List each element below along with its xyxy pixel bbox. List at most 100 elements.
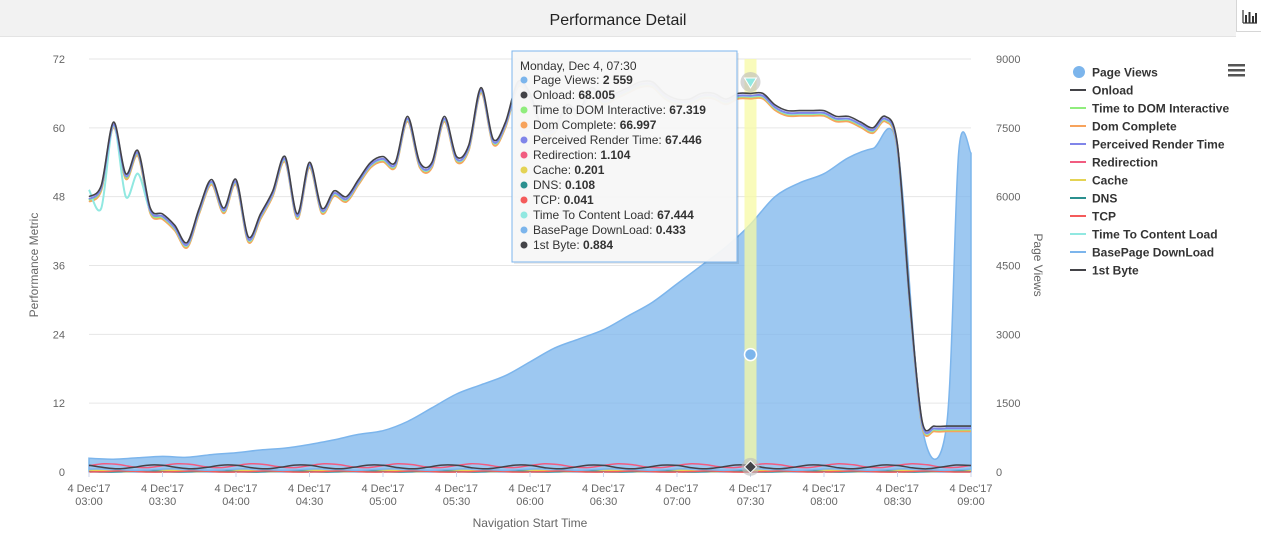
y-axis-left-title: Performance Metric [27,213,41,318]
tooltip-row-bullet [520,151,528,159]
x-tick-label: 4 Dec'17 [435,483,478,495]
series-basepage-download-line [88,467,972,472]
tooltip-row: TCP: 0.041 [533,193,594,207]
tooltip-row-bullet [520,196,528,204]
tooltip-row: DNS: 0.108 [533,178,595,192]
tooltip-row-label: BasePage DownLoad: [533,223,656,237]
x-tick-label: 4 Dec'17 [141,483,184,495]
tooltip-row-value: 2 559 [603,73,633,87]
x-tick-label: 4 Dec'17 [876,483,919,495]
tooltip-row-label: Onload: [533,88,578,102]
x-tick-label: 03:00 [75,496,103,508]
tooltip-row-label: 1st Byte: [533,238,583,252]
legend-item-basepage-download[interactable]: BasePage DownLoad [1092,246,1214,260]
x-tick-label: 07:00 [663,496,691,508]
legend-item-time-to-dom-interactive[interactable]: Time to DOM Interactive [1092,102,1229,116]
tooltip-row-value: 0.201 [574,163,604,177]
legend-item-dom-complete[interactable]: Dom Complete [1092,120,1177,134]
x-tick-label: 05:00 [369,496,397,508]
x-tick-label: 4 Dec'17 [288,483,331,495]
y-left-tick-label: 60 [53,123,65,135]
tooltip-row-value: 67.444 [657,208,694,222]
y-left-tick-label: 72 [53,54,65,66]
tooltip-row-value: 67.446 [665,133,702,147]
tooltip-row: 1st Byte: 0.884 [533,238,613,252]
tooltip-row-label: Redirection: [533,148,600,162]
hover-marker-diamond [743,460,758,474]
x-tick-label: 09:00 [957,496,985,508]
tooltip-row-label: Perceived Render Time: [533,133,665,147]
legend-item-onload[interactable]: Onload [1092,84,1133,98]
x-tick-label: 4 Dec'17 [214,483,257,495]
hover-highlight-band [744,59,757,472]
x-tick-label: 4 Dec'17 [729,483,772,495]
legend-item-dns[interactable]: DNS [1092,192,1117,206]
x-tick-label: 08:00 [810,496,838,508]
y-right-tick-label: 4500 [996,261,1020,273]
legend-symbol-page-views [1073,66,1085,78]
tooltip-row-value: 0.108 [565,178,595,192]
legend-item-time-to-content-load[interactable]: Time To Content Load [1092,228,1218,242]
y-left-tick-label: 12 [53,398,65,410]
bar-chart-icon-glyph [1242,10,1257,24]
x-tick-label: 04:30 [296,496,324,508]
x-tick-label: 4 Dec'17 [508,483,551,495]
tooltip-row: Perceived Render Time: 67.446 [533,133,702,147]
bar-chart-icon[interactable] [1236,0,1261,32]
tooltip-row-bullet [520,91,528,99]
series-cache-line [88,469,972,473]
x-tick-label: 06:00 [516,496,544,508]
menu-icon[interactable] [1228,64,1245,77]
x-tick-label: 06:30 [590,496,618,508]
y-right-tick-label: 3000 [996,329,1020,341]
tooltip-row: Redirection: 1.104 [533,148,631,162]
tooltip-row-bullet [520,181,528,189]
tooltip-row-bullet [520,166,528,174]
x-tick-label: 4 Dec'17 [949,483,992,495]
legend-item-1st-byte[interactable]: 1st Byte [1092,264,1139,278]
x-axis-title: Navigation Start Time [473,516,588,530]
legend-item-tcp[interactable]: TCP [1092,210,1116,224]
tooltip-row-bullet [520,106,528,114]
legend-item-redirection[interactable]: Redirection [1092,156,1158,170]
x-tick-label: 4 Dec'17 [655,483,698,495]
y-axis-right-title: Page Views [1031,233,1045,296]
y-left-tick-label: 48 [53,192,65,204]
y-left-tick-label: 36 [53,261,65,273]
tooltip-row-bullet [520,241,528,249]
legend-item-cache[interactable]: Cache [1092,174,1128,188]
y-right-tick-label: 0 [996,467,1002,479]
tooltip-row-label: Time to DOM Interactive: [533,103,669,117]
y-right-tick-label: 1500 [996,398,1020,410]
tooltip-row-label: TCP: [533,193,564,207]
tooltip-row-label: Cache: [533,163,574,177]
series-1st-byte-line [88,464,972,470]
y-right-tick-label: 6000 [996,192,1020,204]
tooltip-row-bullet [520,76,528,84]
tooltip-row-label: DNS: [533,178,565,192]
x-tick-label: 05:30 [443,496,471,508]
x-tick-label: 4 Dec'17 [582,483,625,495]
tooltip-row: Time To Content Load: 67.444 [533,208,694,222]
hover-marker-page-views [743,347,758,362]
x-tick-label: 03:30 [149,496,177,508]
tooltip-row-value: 68.005 [578,88,615,102]
hover-markers [740,71,761,476]
tooltip-row-value: 0.041 [564,193,594,207]
legend-item-perceived-render-time[interactable]: Perceived Render Time [1092,138,1225,152]
x-tick-label: 08:30 [884,496,912,508]
tooltip-row: Page Views: 2 559 [533,73,633,87]
chart-header: Performance Detail [0,0,1236,37]
tooltip-row: Time to DOM Interactive: 67.319 [533,103,706,117]
x-tick-label: 4 Dec'17 [67,483,110,495]
legend-item-page-views[interactable]: Page Views [1092,66,1158,80]
x-tick-label: 04:00 [222,496,250,508]
tooltip-header: Monday, Dec 4, 07:30 [520,59,637,73]
tooltip-row-bullet [520,121,528,129]
tooltip-row-value: 66.997 [620,118,657,132]
tooltip-row-value: 0.433 [656,223,686,237]
tooltip-row-bullet [520,136,528,144]
tooltip-row: BasePage DownLoad: 0.433 [533,223,686,237]
tooltip-row-value: 67.319 [669,103,706,117]
